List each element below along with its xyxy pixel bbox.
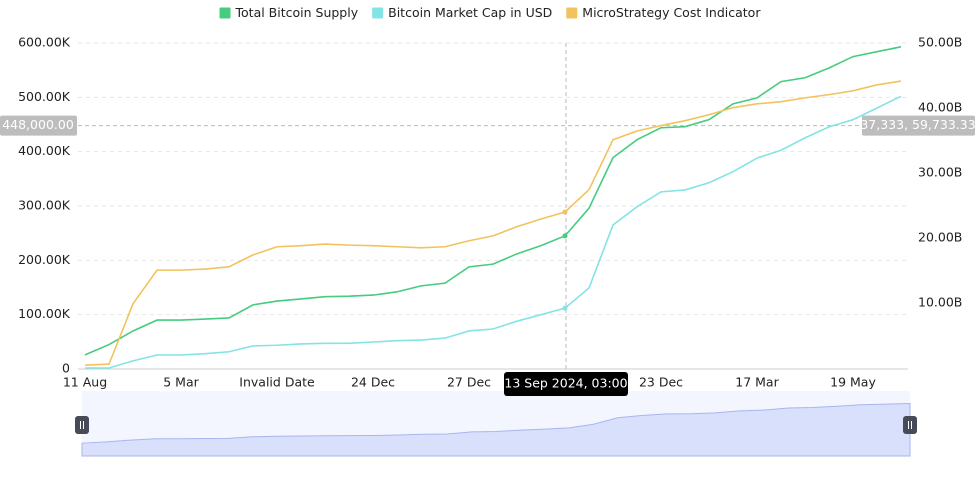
x-tick-label: 17 Mar — [735, 375, 779, 390]
crosshair-y-label: 448,000.00 — [2, 117, 74, 132]
slider-area — [81, 402, 911, 457]
legend-label: MicroStrategy Cost Indicator — [582, 5, 761, 20]
crosshair-y-box — [0, 115, 77, 136]
crosshair-x-label: 13 Sep 2024, 03:00 — [504, 376, 627, 391]
y2-tick-label: 20.00B — [918, 230, 962, 245]
legend-swatch — [372, 7, 384, 19]
x-tick-label: Invalid Date — [239, 375, 315, 390]
crosshair-y2-box — [862, 115, 975, 136]
x-tick-label: 24 Dec — [351, 375, 395, 390]
legend-item[interactable]: Total Bitcoin Supply — [219, 5, 359, 20]
y2-tick-label: 40.00B — [918, 100, 962, 115]
series-line — [84, 46, 902, 356]
crosshair-dot — [562, 209, 568, 215]
y-tick-label: 400.00K — [18, 143, 71, 158]
legend-item[interactable]: Bitcoin Market Cap in USD — [372, 5, 552, 20]
x-tick-label: 11 Aug — [63, 375, 107, 390]
crosshair-dot — [562, 305, 568, 311]
series-line — [85, 95, 902, 369]
y2-tick-label: 30.00B — [918, 165, 962, 180]
y-tick-label: 500.00K — [18, 89, 71, 104]
legend-item[interactable]: MicroStrategy Cost Indicator — [566, 5, 761, 20]
crosshair-y2-label: 37,333, 59,733.33 — [860, 117, 975, 132]
y-tick-label: 100.00K — [18, 306, 71, 321]
y-tick-label: 0 — [62, 361, 70, 376]
y-tick-label: 600.00K — [18, 35, 71, 50]
y-tick-label: 200.00K — [18, 252, 71, 267]
legend-label: Total Bitcoin Supply — [235, 5, 359, 20]
slider-handle-left[interactable] — [75, 416, 89, 434]
y2-tick-label: 50.00B — [918, 35, 962, 50]
x-tick-label: 19 May — [830, 375, 876, 390]
x-tick-label: 27 Dec — [447, 375, 491, 390]
y2-tick-label: 10.00B — [918, 295, 962, 310]
legend-swatch — [219, 7, 231, 19]
x-tick-label: 23 Dec — [639, 375, 683, 390]
slider-handle-right[interactable] — [903, 416, 917, 434]
series-line — [84, 80, 902, 366]
legend-swatch — [566, 7, 578, 19]
crosshair-x-box — [504, 372, 628, 396]
crosshair-dot — [562, 233, 568, 239]
y-tick-label: 300.00K — [18, 198, 71, 213]
legend-label: Bitcoin Market Cap in USD — [388, 5, 552, 20]
x-tick-label: 5 Mar — [163, 375, 199, 390]
